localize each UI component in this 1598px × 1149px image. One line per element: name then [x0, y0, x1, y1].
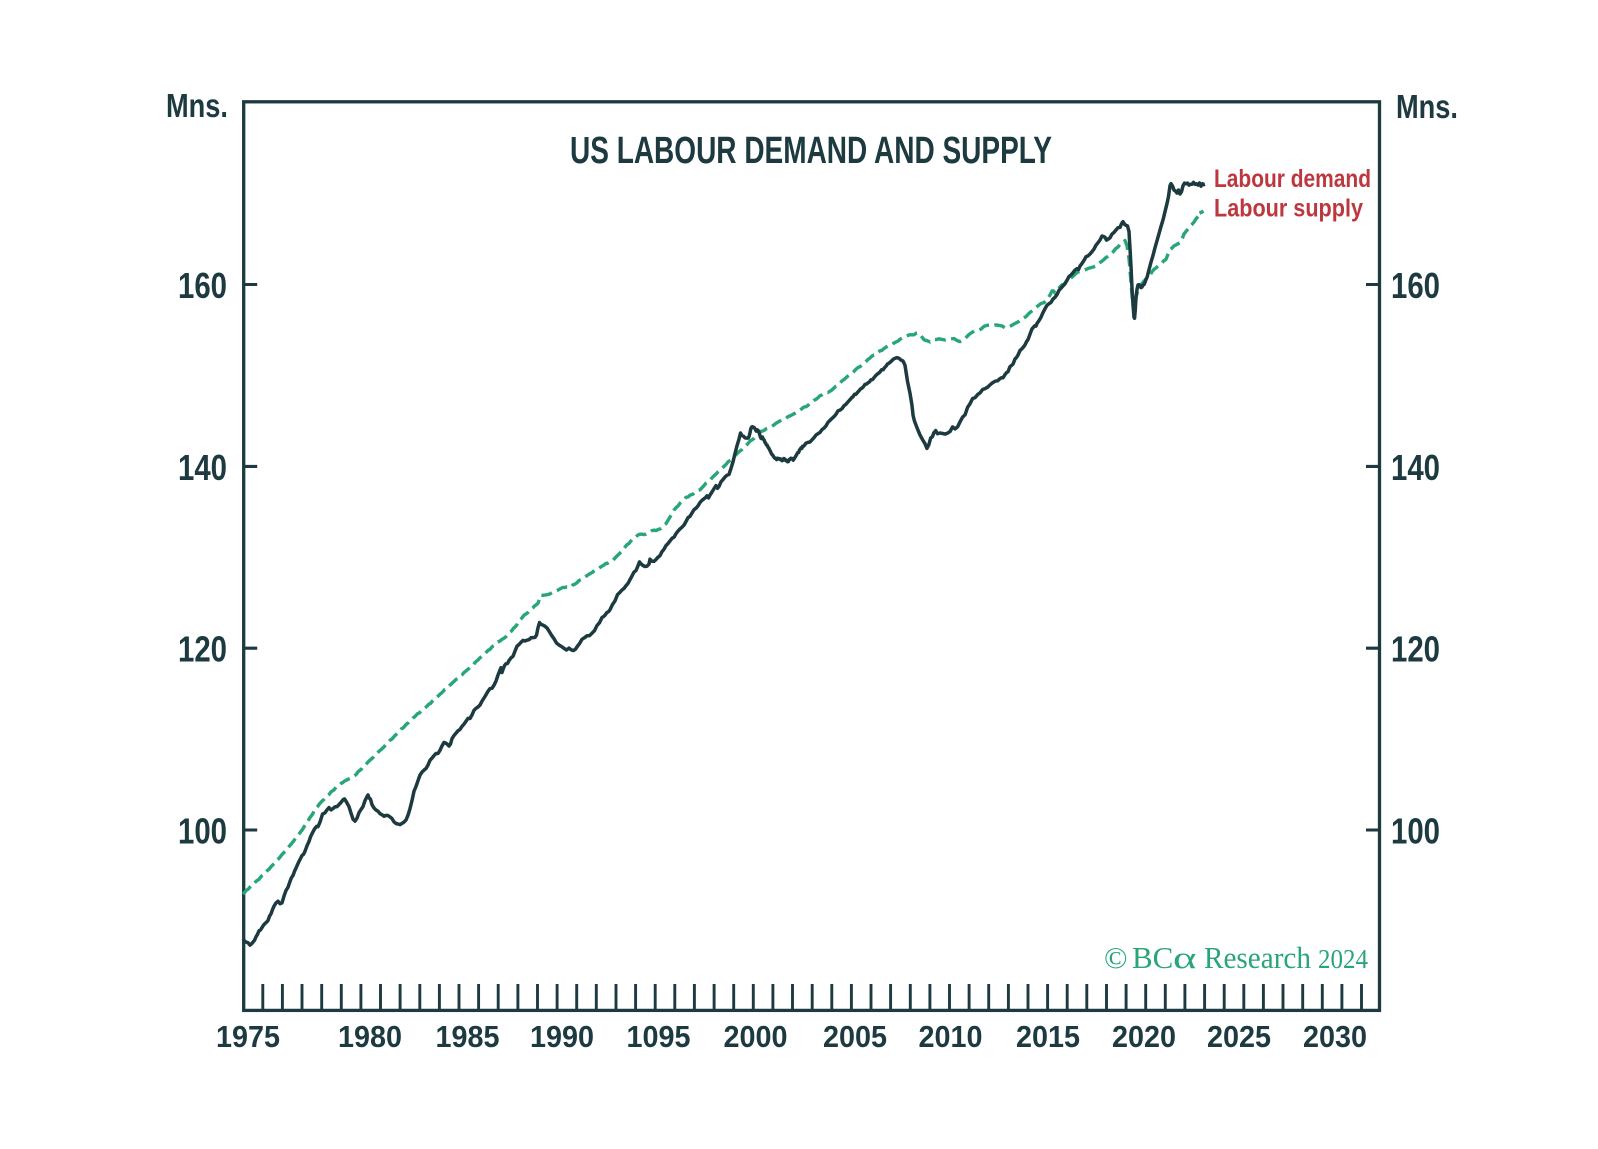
svg-text:1095: 1095 — [627, 1019, 691, 1054]
svg-text:2005: 2005 — [823, 1019, 887, 1054]
svg-text:160: 160 — [178, 265, 227, 306]
svg-text:BC: BC — [1132, 940, 1173, 975]
svg-text:2015: 2015 — [1016, 1019, 1080, 1054]
svg-text:Mns.: Mns. — [166, 87, 228, 124]
svg-text:1990: 1990 — [530, 1019, 594, 1054]
svg-text:100: 100 — [178, 811, 227, 852]
svg-text:2010: 2010 — [919, 1019, 983, 1054]
svg-text:©: © — [1104, 940, 1128, 975]
svg-text:2025: 2025 — [1207, 1019, 1271, 1054]
svg-text:Research: Research — [1204, 940, 1311, 975]
svg-text:1985: 1985 — [436, 1019, 500, 1054]
svg-text:140: 140 — [1391, 447, 1440, 488]
svg-text:2030: 2030 — [1303, 1019, 1367, 1054]
svg-text:120: 120 — [178, 629, 227, 670]
svg-text:100: 100 — [1391, 811, 1440, 852]
svg-text:Mns.: Mns. — [1396, 88, 1458, 125]
svg-text:1975: 1975 — [216, 1019, 280, 1054]
svg-text:2020: 2020 — [1112, 1019, 1176, 1054]
svg-text:Labour supply: Labour supply — [1214, 195, 1363, 223]
svg-text:Labour demand: Labour demand — [1214, 165, 1371, 193]
svg-text:1980: 1980 — [338, 1019, 402, 1054]
svg-text:α: α — [1173, 940, 1197, 975]
svg-text:160: 160 — [1391, 265, 1440, 306]
svg-text:2000: 2000 — [724, 1019, 788, 1054]
svg-text:US LABOUR DEMAND AND SUPPLY: US LABOUR DEMAND AND SUPPLY — [570, 130, 1052, 172]
svg-text:120: 120 — [1391, 629, 1440, 670]
svg-text:140: 140 — [178, 447, 227, 488]
svg-text:2024: 2024 — [1318, 944, 1368, 974]
